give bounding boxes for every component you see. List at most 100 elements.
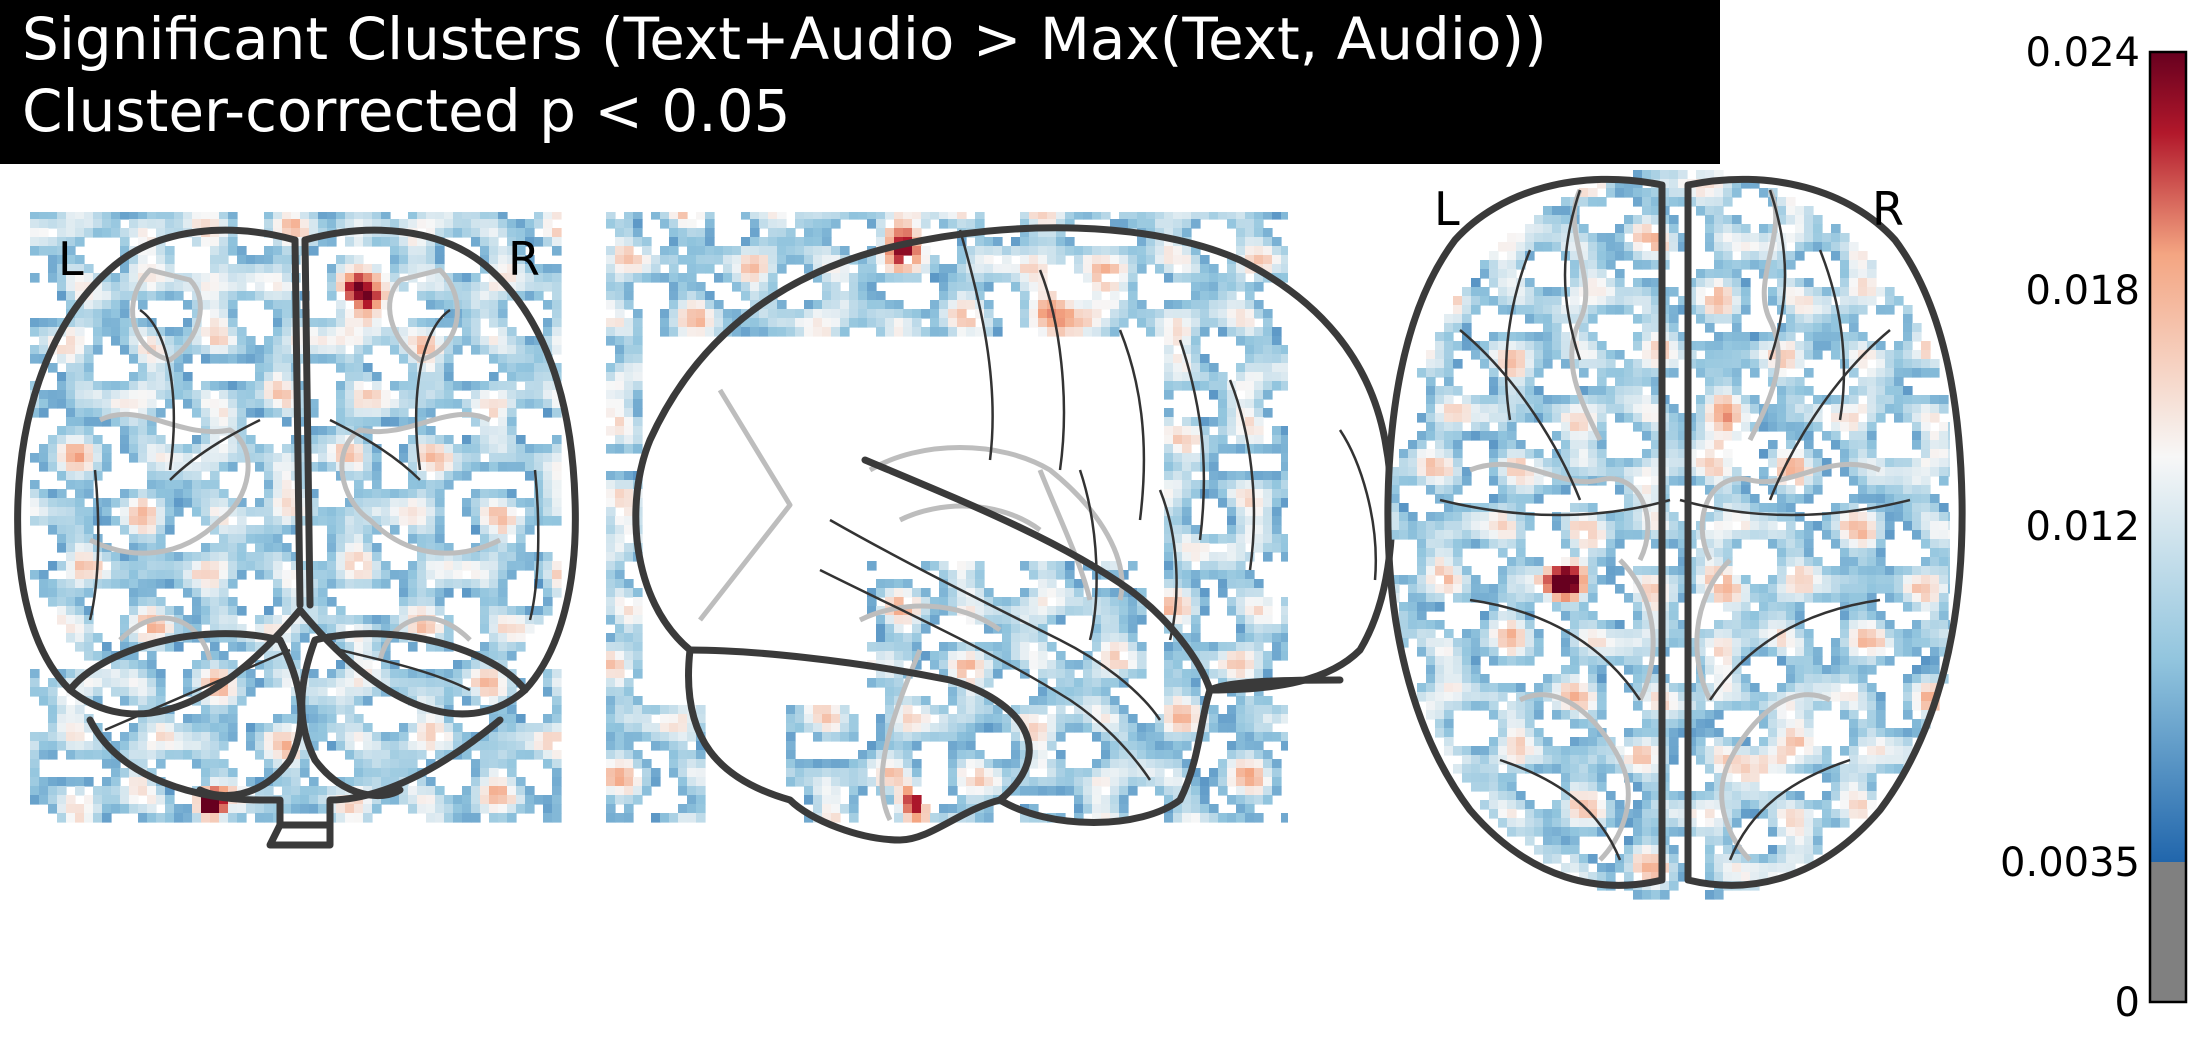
- voxel: [489, 750, 499, 760]
- voxel: [1119, 273, 1129, 283]
- voxel: [354, 660, 364, 670]
- voxel: [75, 408, 85, 418]
- voxel: [354, 372, 364, 382]
- voxel: [399, 390, 409, 400]
- voxel: [381, 399, 391, 409]
- voxel: [147, 678, 157, 688]
- voxel: [1191, 723, 1201, 733]
- voxel: [1020, 633, 1030, 643]
- voxel: [777, 228, 787, 238]
- voxel: [426, 480, 436, 490]
- voxel: [876, 237, 886, 247]
- voxel: [309, 228, 319, 238]
- voxel: [300, 597, 310, 607]
- voxel: [228, 732, 238, 742]
- voxel: [192, 507, 202, 517]
- voxel: [30, 678, 40, 688]
- voxel: [201, 399, 211, 409]
- voxel: [417, 741, 427, 751]
- voxel: [210, 318, 220, 328]
- voxel: [147, 372, 157, 382]
- voxel: [615, 417, 625, 427]
- voxel: [426, 534, 436, 544]
- voxel: [219, 624, 229, 634]
- voxel: [444, 480, 454, 490]
- voxel: [372, 570, 382, 580]
- voxel: [219, 390, 229, 400]
- voxel: [363, 804, 373, 814]
- voxel: [237, 327, 247, 337]
- voxel: [219, 786, 229, 796]
- voxel: [66, 273, 76, 283]
- voxel: [75, 561, 85, 571]
- voxel: [1029, 759, 1039, 769]
- voxel: [1218, 381, 1228, 391]
- voxel: [246, 723, 256, 733]
- voxel: [1191, 534, 1201, 544]
- voxel: [885, 678, 895, 688]
- voxel: [1191, 219, 1201, 229]
- voxel: [354, 444, 364, 454]
- voxel: [624, 363, 634, 373]
- voxel: [1245, 435, 1255, 445]
- voxel: [246, 552, 256, 562]
- voxel: [1128, 723, 1138, 733]
- voxel: [1182, 219, 1192, 229]
- voxel: [1029, 282, 1039, 292]
- voxel: [444, 354, 454, 364]
- voxel: [192, 408, 202, 418]
- voxel: [435, 354, 445, 364]
- voxel: [363, 336, 373, 346]
- voxel: [507, 372, 517, 382]
- voxel: [192, 615, 202, 625]
- voxel: [75, 507, 85, 517]
- voxel: [372, 327, 382, 337]
- voxel: [147, 462, 157, 472]
- voxel: [174, 624, 184, 634]
- voxel: [228, 786, 238, 796]
- voxel: [516, 453, 526, 463]
- voxel: [714, 327, 724, 337]
- voxel: [975, 282, 985, 292]
- voxel: [237, 399, 247, 409]
- voxel: [210, 291, 220, 301]
- voxel: [381, 282, 391, 292]
- voxel: [111, 570, 121, 580]
- voxel: [282, 336, 292, 346]
- voxel: [66, 212, 76, 220]
- voxel: [714, 300, 724, 310]
- voxel: [255, 732, 265, 742]
- voxel: [1074, 309, 1084, 319]
- voxel: [165, 732, 175, 742]
- voxel: [1263, 651, 1273, 661]
- voxel: [1029, 570, 1039, 580]
- voxel: [219, 561, 229, 571]
- voxel: [1029, 561, 1039, 571]
- voxel: [93, 291, 103, 301]
- voxel: [57, 516, 67, 526]
- voxel: [345, 318, 355, 328]
- voxel: [354, 723, 364, 733]
- voxel: [462, 435, 472, 445]
- voxel: [516, 255, 526, 265]
- voxel: [1218, 309, 1228, 319]
- voxel: [1137, 255, 1147, 265]
- voxel: [228, 633, 238, 643]
- voxel: [516, 390, 526, 400]
- voxel: [633, 435, 643, 445]
- voxel: [543, 813, 553, 823]
- voxel: [606, 273, 616, 283]
- voxel: [759, 309, 769, 319]
- voxel: [210, 462, 220, 472]
- voxel: [111, 219, 121, 229]
- voxel: [624, 327, 634, 337]
- voxel: [255, 291, 265, 301]
- voxel: [444, 381, 454, 391]
- voxel: [426, 345, 436, 355]
- voxel: [1272, 246, 1282, 256]
- voxel: [1173, 273, 1183, 283]
- voxel: [1218, 660, 1228, 670]
- voxel: [138, 291, 148, 301]
- voxel: [1146, 327, 1156, 337]
- voxel: [264, 615, 274, 625]
